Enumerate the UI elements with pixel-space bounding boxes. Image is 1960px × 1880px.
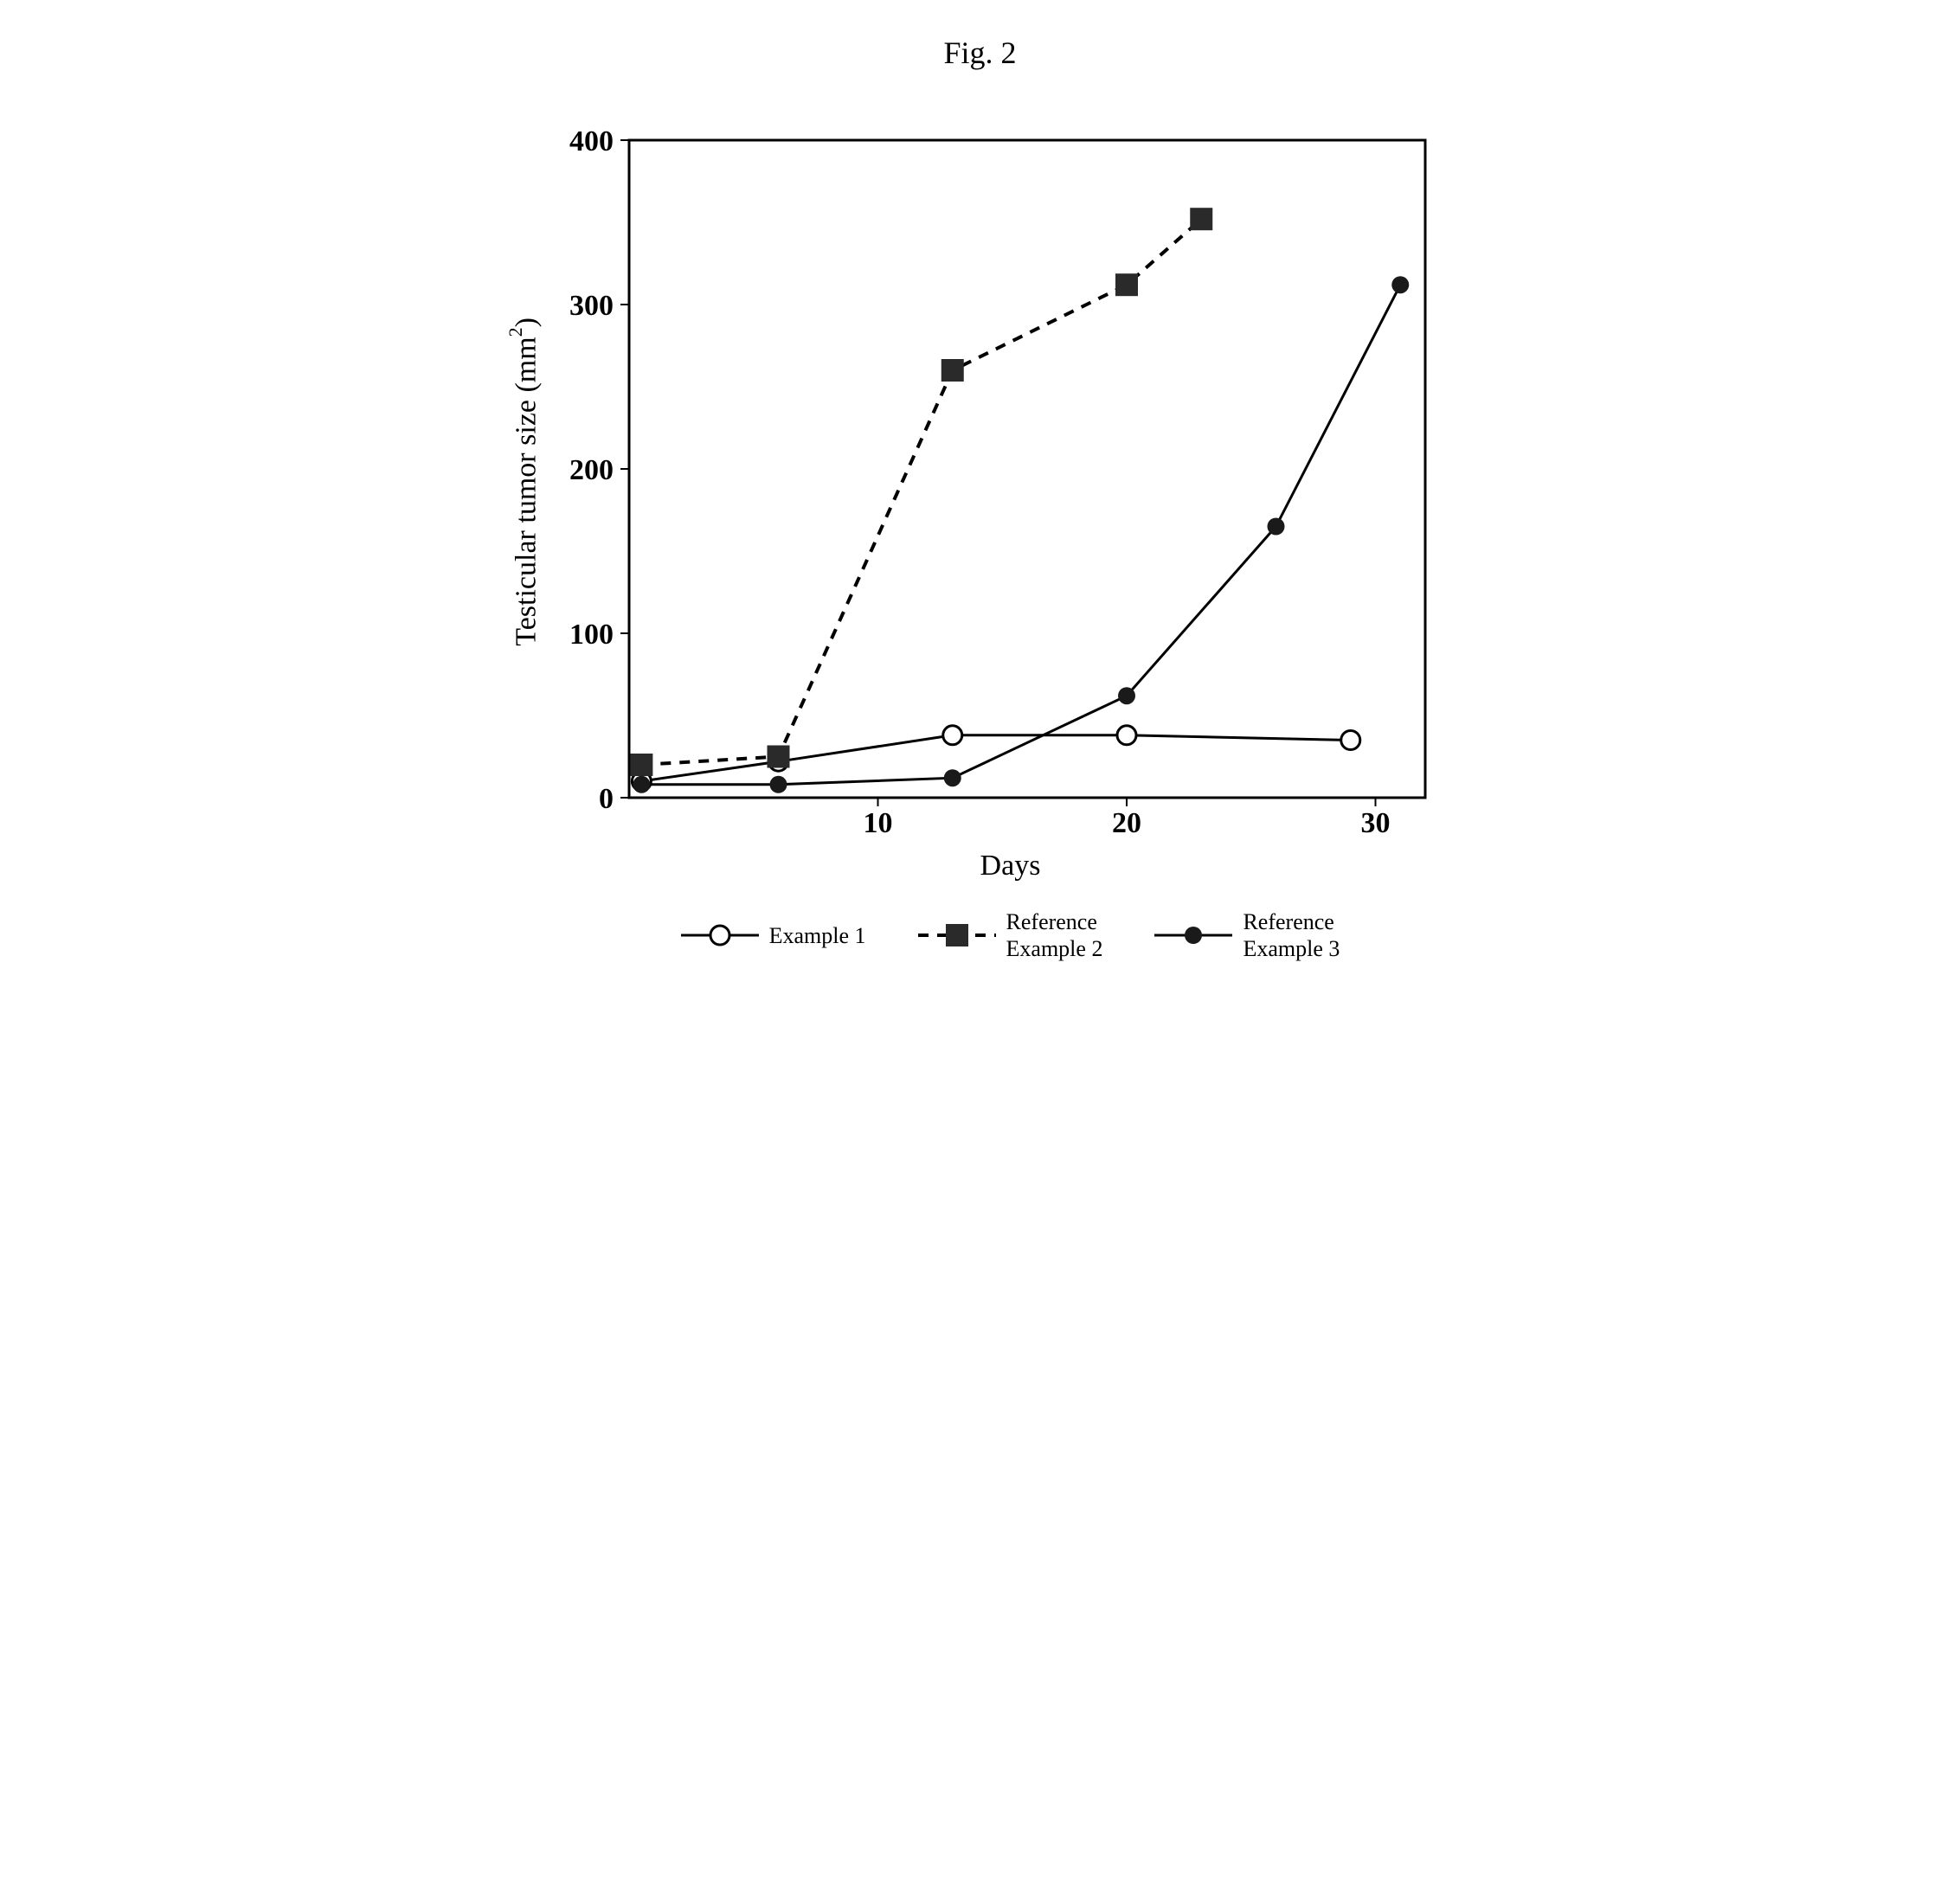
figure-title: Fig. 2 — [504, 35, 1456, 71]
legend-item: ReferenceExample 3 — [1154, 908, 1340, 962]
legend-label: ReferenceExample 3 — [1243, 908, 1340, 962]
x-axis-label: Days — [565, 850, 1456, 882]
y-tick-label: 100 — [569, 619, 614, 651]
legend-swatch — [918, 920, 996, 951]
data-marker — [630, 754, 652, 776]
legend-swatch — [1154, 920, 1232, 951]
legend-label: ReferenceExample 2 — [1006, 908, 1103, 962]
data-marker — [944, 769, 961, 786]
legend-item: Example 1 — [681, 908, 866, 962]
data-marker — [1118, 687, 1135, 704]
data-marker — [1341, 731, 1360, 750]
x-tick-label: 20 — [1112, 807, 1141, 839]
legend-swatch — [681, 920, 759, 951]
series-line — [641, 219, 1201, 765]
x-tick-label: 30 — [1360, 807, 1390, 839]
data-marker — [1115, 273, 1138, 296]
data-marker — [941, 359, 964, 382]
data-marker — [1117, 726, 1136, 745]
chart-area: Testicular tumor size (mm2) 0 100 200 300 40… — [504, 123, 1456, 841]
x-tick-label: 10 — [863, 807, 892, 839]
data-marker — [633, 776, 650, 793]
y-tick-label: 300 — [569, 290, 614, 322]
data-marker — [1391, 276, 1409, 293]
chart-svg: 0 100 200 300 400 10 20 30 — [551, 123, 1443, 841]
data-marker — [767, 746, 789, 768]
legend-item: ReferenceExample 2 — [918, 908, 1103, 962]
legend: Example 1 ReferenceExample 2 ReferenceExam… — [565, 908, 1456, 962]
figure-container: Fig. 2 Testicular tumor size (mm2) 0 100 2… — [504, 35, 1456, 962]
data-marker — [769, 776, 787, 793]
y-axis-label: Testicular tumor size (mm2) — [504, 318, 543, 646]
series-line — [641, 285, 1400, 785]
data-marker — [943, 726, 962, 745]
data-marker — [1190, 208, 1212, 230]
data-marker — [1267, 518, 1284, 536]
y-tick-label: 200 — [569, 454, 614, 486]
y-tick-label: 0 — [599, 783, 614, 815]
legend-label: Example 1 — [769, 922, 866, 949]
y-tick-label: 400 — [569, 125, 614, 157]
